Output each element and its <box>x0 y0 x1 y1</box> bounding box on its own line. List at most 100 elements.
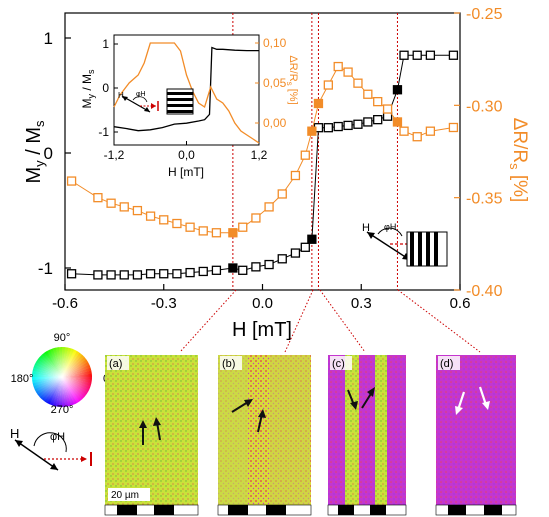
data-point <box>172 218 182 229</box>
data-point <box>159 269 169 279</box>
x-tick-label: 0.3 <box>351 295 372 312</box>
data-point <box>382 104 393 114</box>
inset-series-line <box>113 46 259 132</box>
data-point <box>290 170 301 181</box>
inset-y-right-tick-label: 0,00 <box>263 116 287 130</box>
main-vertical-stripes-icon <box>406 231 448 267</box>
data-point <box>277 254 287 264</box>
data-point <box>159 215 169 225</box>
data-point <box>399 50 409 60</box>
data-point <box>307 126 317 136</box>
y-axis-right-label: ΔR/Rs [%] <box>507 118 530 203</box>
inset-y-right-tick-label: 0,05 <box>263 76 287 90</box>
data-point <box>392 117 403 127</box>
data-point <box>145 269 156 279</box>
data-point <box>392 85 403 95</box>
y-right-tick-label: -0.30 <box>466 98 503 115</box>
data-point <box>307 234 317 244</box>
scale-bar-label: 20 µm <box>111 490 139 501</box>
svg-text:H: H <box>10 426 19 441</box>
inset-ticks: -1,2 0,0 1,2 1 0 -1 0,10 0,05 0,00 <box>98 36 286 162</box>
data-point <box>238 265 248 275</box>
data-point <box>425 126 436 136</box>
svg-text:H: H <box>362 222 370 234</box>
data-point <box>300 150 310 160</box>
wheel-label-top: 90° <box>54 332 71 344</box>
panel-label: (b) <box>222 358 235 370</box>
data-point <box>106 198 116 208</box>
data-point <box>132 270 143 280</box>
data-point <box>119 270 129 280</box>
data-point <box>238 222 248 232</box>
inset-y-right-tick-label: 0,10 <box>263 36 287 50</box>
data-point <box>228 263 238 273</box>
y-right-tick-label: -0.35 <box>466 191 503 208</box>
data-point <box>333 61 343 72</box>
y-right-tick-label: -0.25 <box>466 6 503 23</box>
data-point <box>264 259 274 270</box>
panel-a: (a) 20 µm <box>104 355 199 516</box>
data-point <box>198 226 208 236</box>
data-point <box>66 176 77 186</box>
data-point <box>353 119 363 129</box>
data-point <box>228 228 238 238</box>
inset-y-right-label: ΔR/Rs [%] <box>285 55 299 104</box>
data-point <box>373 115 383 125</box>
inset-y-left-label: My / Ms <box>80 69 96 109</box>
main-series <box>66 50 459 280</box>
data-point <box>185 267 195 278</box>
panel-label: (a) <box>109 358 122 370</box>
data-point <box>132 205 143 216</box>
svg-text:φH: φH <box>136 91 146 98</box>
data-point <box>412 132 422 142</box>
data-point <box>119 202 129 212</box>
data-point <box>93 193 103 203</box>
x-tick-label: -0.3 <box>151 295 177 312</box>
data-point <box>277 189 287 199</box>
panel-label: (c) <box>332 358 345 370</box>
data-point <box>448 122 459 133</box>
panel-leader-lines <box>179 289 481 353</box>
y-right-tick-label: -0.40 <box>466 283 503 300</box>
data-point <box>425 50 436 60</box>
main-ticks: -0.6 -0.3 0.0 0.3 0.6 1 0 -1 -0.25 -0.30 -0.35 -0.4… <box>38 6 503 312</box>
bottom-field-angle-icon: H φH <box>10 426 92 471</box>
panel-c: (c) <box>327 355 407 516</box>
y-axis-left-label: My / Ms <box>23 120 47 184</box>
inset-field-angle-icon: H φH <box>118 91 159 113</box>
inset-horizontal-stripes-icon <box>166 88 194 115</box>
inset-y-left-tick-label: -1 <box>98 125 109 139</box>
data-point <box>66 269 77 279</box>
data-point <box>313 98 324 109</box>
x-tick-label: 0.6 <box>450 295 471 312</box>
panel-d: (d) <box>435 355 517 516</box>
data-point <box>198 266 208 277</box>
y-left-tick-label: -1 <box>38 259 53 278</box>
x-tick-label: 0.0 <box>252 295 273 312</box>
inset-x-tick-label: 0,0 <box>178 148 195 162</box>
inset-x-tick-label: 1,2 <box>251 148 268 162</box>
y-left-tick-label: 0 <box>44 144 53 163</box>
data-point <box>412 50 422 60</box>
data-point <box>353 78 363 88</box>
data-point <box>172 269 182 279</box>
inset-x-label: H [mT] <box>168 165 204 179</box>
data-point <box>323 80 333 90</box>
data-point <box>343 67 353 77</box>
data-point <box>363 117 373 127</box>
data-point <box>343 120 353 131</box>
data-point <box>399 126 409 136</box>
panel-b: (b) <box>217 355 312 516</box>
svg-text:H: H <box>118 91 124 100</box>
panel-label: (d) <box>440 358 453 370</box>
inset-series-line <box>113 42 260 144</box>
data-point <box>300 242 310 252</box>
data-point <box>363 89 373 99</box>
data-point <box>211 228 222 238</box>
inset-y-left-tick-label: 0 <box>102 81 109 95</box>
data-point <box>448 50 459 60</box>
wheel-label-left: 180° <box>11 373 34 385</box>
wheel-label-bottom: 270° <box>51 404 74 416</box>
data-point <box>145 211 156 221</box>
wheel-center <box>32 347 92 407</box>
